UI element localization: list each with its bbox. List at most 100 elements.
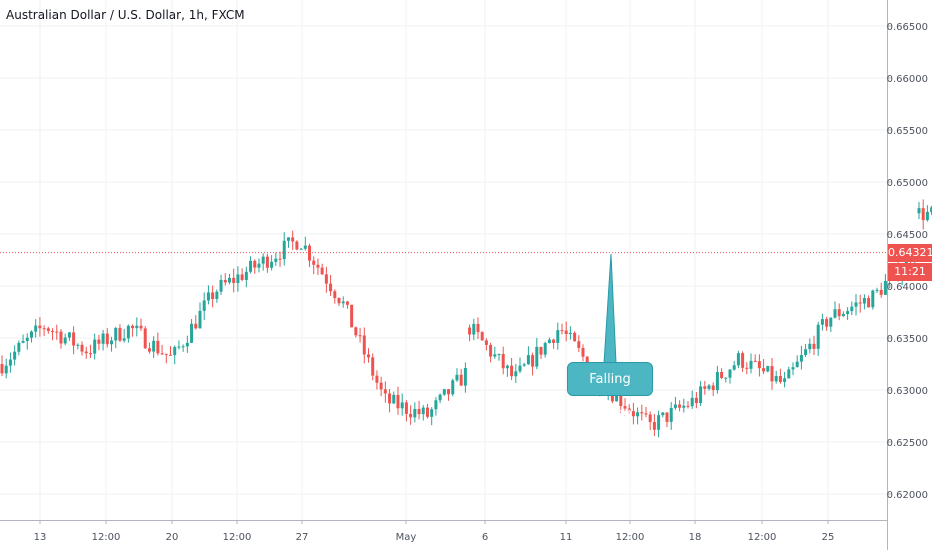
candle-body — [333, 291, 336, 298]
candle-body — [241, 274, 244, 280]
candle-body — [422, 408, 425, 415]
candle-body — [287, 237, 290, 240]
candle-body — [455, 375, 458, 381]
candle-body — [859, 302, 862, 303]
candle-body — [342, 302, 345, 304]
candle-body — [666, 412, 669, 421]
candle-body — [38, 326, 41, 329]
candle-body — [699, 386, 702, 403]
candle-body — [76, 345, 79, 346]
candle-body — [514, 371, 517, 376]
candle-body — [228, 278, 231, 283]
candle-body — [804, 349, 807, 355]
candle-body — [22, 341, 25, 343]
candle-body — [754, 361, 757, 362]
countdown-badge: 11:21 — [888, 263, 932, 281]
candle-body — [922, 208, 925, 220]
candle-body — [409, 414, 412, 417]
candle-body — [198, 311, 201, 329]
candle-body — [13, 352, 16, 360]
candle-body — [582, 348, 585, 357]
candle-body — [232, 278, 235, 283]
candle-body — [68, 332, 71, 337]
candle-body — [477, 324, 480, 332]
candle-body — [783, 378, 786, 382]
candle-body — [792, 367, 795, 369]
candle-body — [485, 340, 488, 345]
candle-body — [758, 361, 761, 368]
candle-body — [460, 375, 463, 386]
candle-body — [30, 332, 33, 338]
candle-body — [569, 333, 572, 334]
candle-body — [649, 414, 652, 421]
candle-body — [523, 364, 526, 365]
candle-body — [384, 389, 387, 393]
candle-body — [169, 355, 172, 356]
candle-body — [867, 298, 870, 307]
candle-body — [182, 346, 185, 347]
candle-body — [821, 319, 824, 325]
candle-body — [519, 366, 522, 372]
candle-body — [682, 406, 685, 408]
x-tick-label: 13 — [34, 532, 47, 543]
y-tick-label: 0.64500 — [887, 230, 928, 241]
x-tick-label: 18 — [689, 532, 702, 543]
candle-body — [363, 335, 366, 354]
candle-body — [118, 328, 121, 341]
candle-body — [316, 265, 319, 268]
candle-body — [165, 354, 168, 355]
candle-body — [9, 360, 12, 366]
candle-body — [918, 208, 921, 213]
candle-body — [413, 409, 416, 417]
candle-body — [632, 411, 635, 416]
candle-body — [173, 347, 176, 355]
y-tick-label: 0.65500 — [887, 126, 928, 137]
candle-body — [152, 341, 155, 352]
candle-body — [527, 355, 530, 364]
candle-body — [367, 354, 370, 357]
candle-body — [745, 368, 748, 369]
candle-body — [93, 340, 96, 354]
candle-body — [359, 335, 362, 336]
falling-wedge-callout[interactable]: Falling wedge — [567, 362, 653, 396]
candle-body — [695, 398, 698, 403]
candle-body — [561, 330, 564, 331]
candle-body — [148, 348, 151, 351]
candle-body — [236, 274, 239, 283]
candle-body — [81, 345, 84, 352]
candle-body — [354, 327, 357, 335]
candle-body — [325, 274, 328, 283]
candle-body — [552, 340, 555, 343]
candle-body — [850, 307, 853, 311]
candle-body — [64, 337, 67, 343]
candle-body — [544, 343, 547, 355]
candle-body — [712, 385, 715, 390]
candle-body — [842, 314, 845, 316]
candle-body — [396, 395, 399, 408]
candle-body — [645, 413, 648, 414]
candle-body — [775, 376, 778, 381]
candle-body — [565, 331, 568, 334]
x-tick-label: 12:00 — [92, 532, 121, 543]
candle-body — [766, 366, 769, 371]
candle-body — [26, 338, 29, 341]
candle-body — [426, 408, 429, 417]
y-tick-label: 0.62000 — [887, 490, 928, 501]
candle-body — [838, 309, 841, 316]
candle-body — [85, 352, 88, 354]
candle-body — [451, 380, 454, 394]
callout-pointer — [604, 254, 616, 363]
grid — [0, 0, 887, 520]
candle-body — [691, 398, 694, 406]
x-tick-label: 27 — [296, 532, 309, 543]
candle-body — [283, 241, 286, 259]
current-price-badge: 0.64321 — [888, 244, 932, 262]
x-tick-label: 12:00 — [748, 532, 777, 543]
candle-body — [245, 272, 248, 280]
x-tick-label: 25 — [822, 532, 835, 543]
candle-body — [274, 259, 277, 262]
candle-body — [1, 364, 4, 373]
candle-body — [468, 328, 471, 335]
candle-body — [670, 408, 673, 422]
candle-body — [144, 328, 147, 348]
